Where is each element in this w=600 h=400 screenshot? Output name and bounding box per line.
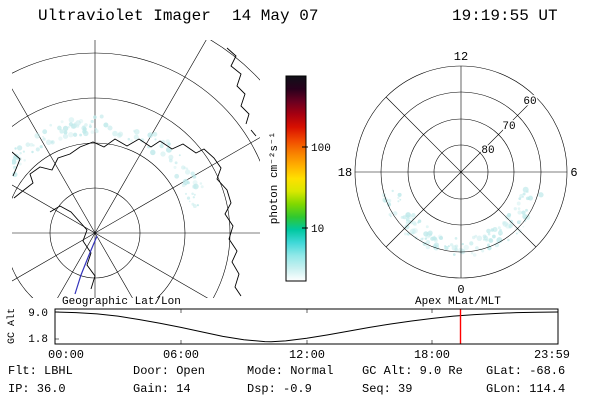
status-door: Door: Open (133, 364, 205, 378)
colorbar-tick-label-100: 100 (311, 143, 331, 155)
colorbar-units-label: photon cm⁻²s⁻¹ (269, 132, 281, 224)
status-dsp: Dsp: -0.9 (247, 382, 312, 396)
apex-aurora-emission (381, 186, 544, 257)
mlt-label-6: 6 (570, 166, 577, 180)
strip-ylabel: GC Alt (6, 308, 18, 344)
coast-fragment-left (12, 151, 21, 177)
header: Ultraviolet Imager 14 May 07 19:19:55 UT (38, 7, 558, 25)
apex-panel: 12 18 6 0 60 70 80 (336, 49, 579, 299)
status-gc-alt: GC Alt: 9.0 Re (362, 364, 463, 378)
coast-fragment-inner (49, 205, 96, 290)
strip-xtick-2359: 23:59 (534, 348, 570, 362)
mlt-label-18: 18 (338, 166, 352, 180)
mlt-label-0: 0 (457, 283, 464, 297)
geo-grid (12, 40, 260, 298)
geo-aurora-emission (12, 114, 204, 209)
gc-alt-curve (54, 311, 559, 343)
mlt-label-12: 12 (454, 50, 468, 64)
gc-alt-strip-chart: GC Alt 9.0 1.8 00:00 06:00 12:00 18:00 2… (6, 308, 570, 362)
geographic-panel (12, 40, 260, 298)
header-time: 19:19:55 UT (452, 7, 558, 25)
mlat-label-80: 80 (481, 145, 494, 157)
status-seq: Seq: 39 (362, 382, 412, 396)
colorbar-tick-label-10: 10 (311, 224, 324, 236)
strip-frame (54, 308, 559, 345)
strip-xtick-1200: 12:00 (289, 348, 325, 362)
coast-fragment-topright (226, 47, 250, 125)
status-mode: Mode: Normal (247, 364, 333, 378)
colorbar: 100 10 photon cm⁻²s⁻¹ (269, 75, 331, 282)
status-glon: GLon: 114.4 (486, 382, 565, 396)
app-title: Ultraviolet Imager (38, 7, 211, 25)
geo-coastlines (12, 47, 257, 297)
strip-xtick-1800: 18:00 (414, 348, 450, 362)
status-ip: IP: 36.0 (8, 382, 66, 396)
coast-island (250, 129, 257, 137)
status-glat: GLat: -68.6 (486, 364, 565, 378)
antarctic-coast (13, 138, 242, 297)
status-bar: Flt: LBHL Door: Open Mode: Normal GC Alt… (8, 364, 565, 396)
colorbar-gradient-bar (285, 75, 307, 282)
strip-xtick-0600: 06:00 (163, 348, 199, 362)
mlat-label-70: 70 (502, 121, 515, 133)
mlat-label-60: 60 (523, 96, 536, 108)
header-date: 14 May 07 (232, 7, 318, 25)
geo-caption: Geographic Lat/Lon (62, 296, 181, 308)
apex-caption: Apex MLat/MLT (415, 296, 501, 308)
strip-xtick-0000: 00:00 (48, 348, 84, 362)
status-gain: Gain: 14 (133, 382, 191, 396)
status-flt: Flt: LBHL (8, 364, 73, 378)
strip-ytick-bottom: 1.8 (28, 334, 48, 346)
apex-grid (354, 65, 568, 279)
apex-labels: 12 18 6 0 60 70 80 (336, 49, 579, 299)
spacecraft-track (74, 235, 98, 295)
strip-ytick-top: 9.0 (28, 308, 48, 320)
